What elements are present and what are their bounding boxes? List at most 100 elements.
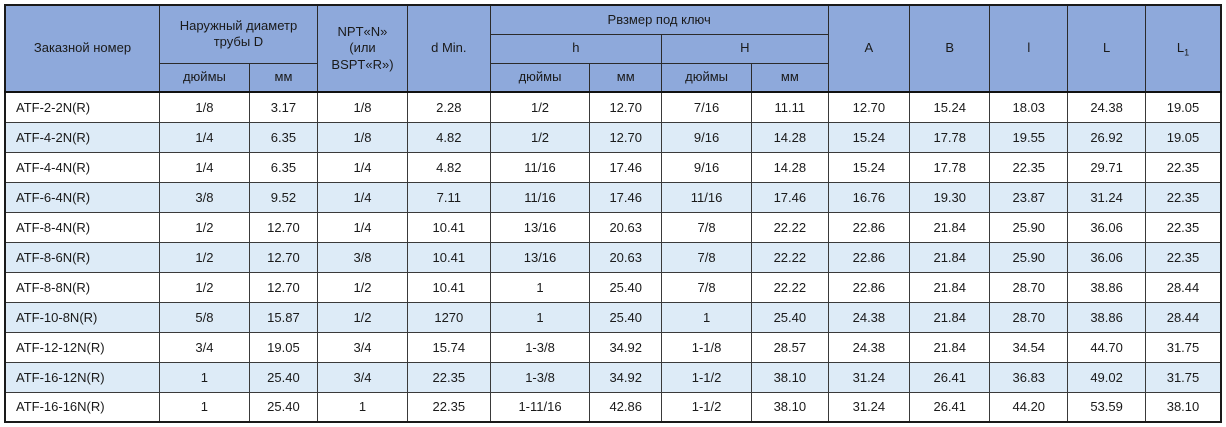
value-cell: 6.35 bbox=[248, 151, 319, 183]
value-cell: 38.10 bbox=[751, 361, 829, 393]
order-number-cell: ATF-12-12N(R) bbox=[4, 331, 160, 363]
value-cell: 21.84 bbox=[909, 331, 991, 363]
table-row: ATF-4-2N(R) 1/4 6.35 1/8 4.82 1/2 12.70 9/16 14.… bbox=[4, 121, 1222, 153]
value-cell: 17.46 bbox=[589, 151, 663, 183]
table-row: ATF-8-4N(R) 1/2 12.70 1/4 10.41 13/16 20.63 7/8… bbox=[4, 211, 1222, 243]
value-cell: 4.82 bbox=[406, 151, 491, 183]
value-cell: 15.24 bbox=[827, 151, 911, 183]
value-cell: 31.75 bbox=[1145, 361, 1222, 393]
value-cell: 21.84 bbox=[909, 211, 991, 243]
value-cell: 26.41 bbox=[909, 361, 991, 393]
value-cell: 26.92 bbox=[1067, 121, 1146, 153]
value-cell: 22.22 bbox=[751, 271, 829, 303]
value-cell: 7/8 bbox=[661, 241, 753, 273]
value-cell: 4.82 bbox=[406, 121, 491, 153]
value-cell: 1/4 bbox=[158, 121, 250, 153]
value-cell: 25.40 bbox=[751, 301, 829, 333]
order-number-cell: ATF-4-2N(R) bbox=[4, 121, 160, 153]
order-number-cell: ATF-16-12N(R) bbox=[4, 361, 160, 393]
value-cell: 1/4 bbox=[317, 211, 408, 243]
value-cell: 9/16 bbox=[661, 121, 753, 153]
value-cell: 17.46 bbox=[589, 181, 663, 213]
value-cell: 1 bbox=[158, 361, 250, 393]
value-cell: 25.90 bbox=[989, 241, 1069, 273]
value-cell: 19.30 bbox=[909, 181, 991, 213]
col-header-l1: L1 bbox=[1145, 4, 1222, 93]
value-cell: 44.70 bbox=[1067, 331, 1146, 363]
table-row: ATF-16-16N(R) 1 25.40 1 22.35 1-11/16 42.86 1-1… bbox=[4, 391, 1222, 423]
value-cell: 3/4 bbox=[317, 361, 408, 393]
value-cell: 18.03 bbox=[989, 91, 1069, 123]
value-cell: 1 bbox=[489, 271, 591, 303]
col-header-l-small: l bbox=[989, 4, 1069, 93]
order-number-cell: ATF-4-4N(R) bbox=[4, 151, 160, 183]
value-cell: 42.86 bbox=[589, 391, 663, 423]
value-cell: 15.24 bbox=[827, 121, 911, 153]
value-cell: 10.41 bbox=[406, 211, 491, 243]
table-row: ATF-12-12N(R) 3/4 19.05 3/4 15.74 1-3/8 34.92 1… bbox=[4, 331, 1222, 363]
value-cell: 12.70 bbox=[589, 91, 663, 123]
value-cell: 19.05 bbox=[248, 331, 319, 363]
value-cell: 19.55 bbox=[989, 121, 1069, 153]
value-cell: 1-3/8 bbox=[489, 361, 591, 393]
col-header-h-mm: мм bbox=[589, 62, 663, 93]
value-cell: 1-1/2 bbox=[661, 361, 753, 393]
value-cell: 12.70 bbox=[589, 121, 663, 153]
value-cell: 11/16 bbox=[661, 181, 753, 213]
value-cell: 26.41 bbox=[909, 391, 991, 423]
table-row: ATF-16-12N(R) 1 25.40 3/4 22.35 1-3/8 34.92 1-1… bbox=[4, 361, 1222, 393]
value-cell: 36.06 bbox=[1067, 211, 1146, 243]
order-number-cell: ATF-16-16N(R) bbox=[4, 391, 160, 423]
value-cell: 9.52 bbox=[248, 181, 319, 213]
value-cell: 1/2 bbox=[317, 301, 408, 333]
value-cell: 1270 bbox=[406, 301, 491, 333]
value-cell: 34.92 bbox=[589, 331, 663, 363]
order-number-cell: ATF-8-4N(R) bbox=[4, 211, 160, 243]
value-cell: 17.46 bbox=[751, 181, 829, 213]
value-cell: 3/8 bbox=[158, 181, 250, 213]
value-cell: 21.84 bbox=[909, 271, 991, 303]
col-header-order-number: Заказной номер bbox=[4, 4, 160, 93]
value-cell: 38.86 bbox=[1067, 301, 1146, 333]
col-header-b: B bbox=[909, 4, 991, 93]
col-header-d-min: d Min. bbox=[406, 4, 491, 93]
value-cell: 1-3/8 bbox=[489, 331, 591, 363]
value-cell: 21.84 bbox=[909, 301, 991, 333]
value-cell: 14.28 bbox=[751, 121, 829, 153]
value-cell: 12.70 bbox=[248, 241, 319, 273]
value-cell: 25.40 bbox=[589, 271, 663, 303]
header-row-1: Заказной номер Наружный диаметр трубы D … bbox=[4, 4, 1222, 93]
value-cell: 28.44 bbox=[1145, 301, 1222, 333]
value-cell: 1/8 bbox=[317, 91, 408, 123]
order-number-cell: ATF-8-8N(R) bbox=[4, 271, 160, 303]
table-row: ATF-8-6N(R) 1/2 12.70 3/8 10.41 13/16 20.63 7/8… bbox=[4, 241, 1222, 273]
value-cell: 31.75 bbox=[1145, 331, 1222, 363]
value-cell: 22.86 bbox=[827, 211, 911, 243]
value-cell: 12.70 bbox=[248, 271, 319, 303]
value-cell: 38.10 bbox=[1145, 391, 1222, 423]
value-cell: 1/8 bbox=[317, 121, 408, 153]
value-cell: 11/16 bbox=[489, 151, 591, 183]
value-cell: 21.84 bbox=[909, 241, 991, 273]
value-cell: 7/8 bbox=[661, 211, 753, 243]
value-cell: 25.90 bbox=[989, 211, 1069, 243]
col-header-npt-bspt: NPT«N» (или BSPT«R») bbox=[317, 4, 408, 93]
value-cell: 24.38 bbox=[1067, 91, 1146, 123]
col-header-d-inches: дюймы bbox=[158, 62, 250, 93]
value-cell: 38.86 bbox=[1067, 271, 1146, 303]
col-header-hh-mm: мм bbox=[751, 62, 829, 93]
value-cell: 1/4 bbox=[317, 181, 408, 213]
value-cell: 7/16 bbox=[661, 91, 753, 123]
value-cell: 10.41 bbox=[406, 271, 491, 303]
value-cell: 22.35 bbox=[1145, 211, 1222, 243]
value-cell: 31.24 bbox=[827, 361, 911, 393]
value-cell: 1/2 bbox=[489, 91, 591, 123]
col-header-a: A bbox=[827, 4, 911, 93]
table-row: ATF-6-4N(R) 3/8 9.52 1/4 7.11 11/16 17.46 11/16… bbox=[4, 181, 1222, 213]
value-cell: 1/2 bbox=[489, 121, 591, 153]
value-cell: 25.40 bbox=[589, 301, 663, 333]
value-cell: 20.63 bbox=[589, 241, 663, 273]
value-cell: 1 bbox=[317, 391, 408, 423]
value-cell: 34.54 bbox=[989, 331, 1069, 363]
value-cell: 6.35 bbox=[248, 121, 319, 153]
